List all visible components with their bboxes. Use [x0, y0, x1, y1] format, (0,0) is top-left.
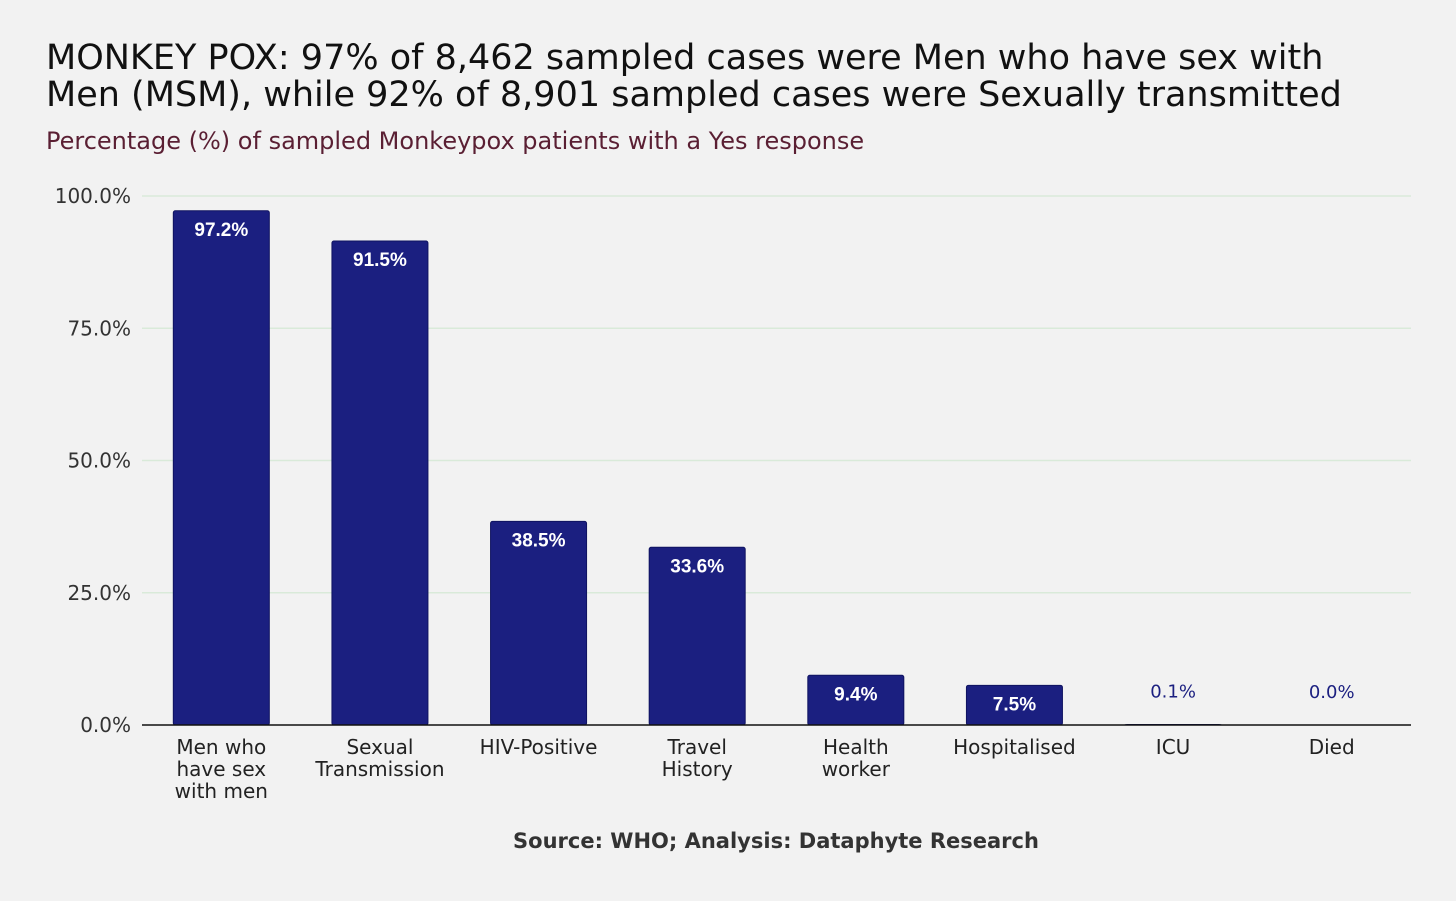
x-tick-label-line: Transmission [314, 757, 444, 781]
data-label: 97.2% [194, 220, 248, 241]
chart-title-line-2: Men (MSM), while 92% of 8,901 sampled ca… [46, 75, 1342, 115]
x-tick-label: Died [1309, 735, 1355, 759]
y-tick-label: 100.0% [55, 184, 131, 208]
x-tick-label-line: Men who [176, 735, 266, 759]
data-label: 33.6% [670, 556, 724, 577]
x-tick-label-line: Hospitalised [953, 735, 1076, 759]
x-tick-label-line: Travel [666, 735, 726, 759]
x-tick-label: Health worker [822, 735, 891, 781]
x-tick-label-line: Health [823, 735, 889, 759]
chart-title: MONKEY POX: 97% of 8,462 sampled cases w… [46, 40, 1436, 114]
x-tick-label-line: Died [1309, 735, 1355, 759]
x-tick-label-line: ICU [1156, 735, 1191, 759]
bar [172, 210, 270, 726]
x-tick-label-line: History [662, 757, 733, 781]
bar-layer: 97.2% 91.5% 38.5% 33.6% 9.4% 7.5% 0.1% 0.0% [172, 210, 1355, 726]
y-tick-label: 50.0% [67, 449, 131, 473]
y-tick-label: 0.0% [80, 713, 131, 737]
x-tick-label-line: HIV-Positive [480, 735, 598, 759]
data-label: 0.1% [1150, 681, 1196, 702]
data-label: 91.5% [353, 250, 407, 271]
bar [331, 240, 429, 726]
data-label: 7.5% [993, 694, 1036, 715]
bar [490, 520, 588, 726]
source-note: Source: WHO; Analysis: Dataphyte Researc… [513, 829, 1039, 853]
x-tick-label-line: with men [175, 779, 268, 803]
x-tick-label: HIV-Positive [480, 735, 598, 759]
x-tick-label-line: have sex [176, 757, 266, 781]
chart-title-line-1: MONKEY POX: 97% of 8,462 sampled cases w… [46, 38, 1324, 78]
y-tick-label: 75.0% [67, 316, 131, 340]
x-tick-label: Hospitalised [953, 735, 1076, 759]
data-label: 9.4% [834, 684, 877, 705]
y-tick-label: 25.0% [67, 581, 131, 605]
axis-layer: 0.0% 25.0% 50.0% 75.0% 100.0% Men who have sex… [55, 184, 1411, 803]
data-label: 38.5% [512, 530, 566, 551]
x-tick-label-line: worker [822, 757, 891, 781]
x-tick-label-line: Sexual [346, 735, 413, 759]
x-tick-label: Sexual Transmission [314, 735, 444, 781]
x-tick-label: Men who have sex with men [175, 735, 268, 803]
chart-subtitle: Percentage (%) of sampled Monkeypox pati… [46, 127, 865, 155]
data-label: 0.0% [1309, 682, 1355, 703]
x-tick-label: ICU [1156, 735, 1191, 759]
x-tick-label: Travel History [662, 735, 733, 781]
